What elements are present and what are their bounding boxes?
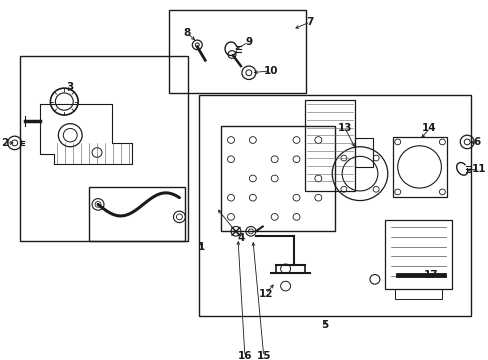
Text: 13: 13	[337, 123, 352, 134]
Text: 11: 11	[471, 164, 486, 174]
Bar	[384, 220, 451, 289]
Text: 17: 17	[423, 270, 438, 280]
Bar	[221, 126, 334, 231]
Text: 8: 8	[183, 28, 191, 39]
Bar	[392, 137, 447, 197]
Bar	[305, 100, 354, 191]
Text: 12: 12	[258, 289, 272, 299]
Bar	[20, 57, 188, 241]
Text: 16: 16	[237, 351, 252, 360]
Bar	[89, 187, 185, 241]
Bar	[394, 289, 442, 298]
Text: 5: 5	[321, 320, 328, 330]
Text: 14: 14	[421, 123, 436, 134]
Bar	[199, 95, 470, 316]
Text: 1: 1	[197, 242, 204, 252]
Bar	[354, 138, 372, 167]
Text: 15: 15	[256, 351, 270, 360]
Bar	[169, 10, 306, 93]
Text: 3: 3	[66, 82, 74, 92]
Text: 2: 2	[1, 138, 8, 148]
Text: 4: 4	[237, 233, 244, 243]
Text: 6: 6	[472, 137, 480, 147]
Text: 9: 9	[245, 37, 252, 47]
Text: 7: 7	[306, 17, 313, 27]
Text: 10: 10	[263, 66, 277, 76]
